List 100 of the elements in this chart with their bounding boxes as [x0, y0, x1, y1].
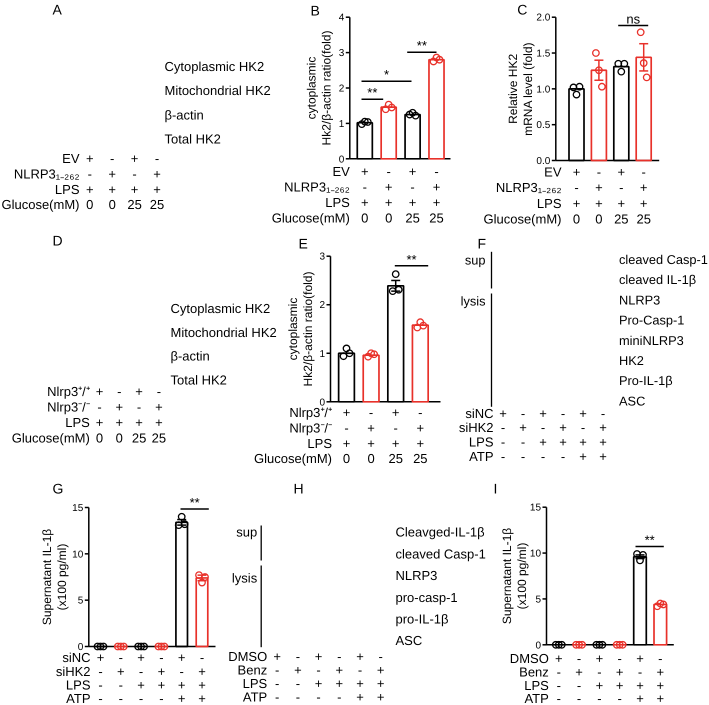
y-axis-title: Supernatant IL-1β (x100 pg/ml): [40, 528, 70, 626]
x-tick-label: + - + -: [596, 651, 604, 705]
x-tick-label: + - + 25: [405, 164, 420, 226]
x-axis-title: EV NLRP3₁₋₂₆₂ LPS Glucose(mM): [483, 164, 562, 226]
x-axis-title: EV NLRP3₁₋₂₆₂ LPS Glucose(mM): [272, 164, 350, 226]
category-label: Cytoplasmic HK2: [170, 301, 270, 316]
x-tick-label: + - + 25: [614, 164, 629, 226]
category-label: cleaved Casp-1: [619, 252, 708, 267]
category-label: cleaved Casp-1: [396, 546, 486, 562]
y-tick-label: 10: [72, 549, 84, 560]
x-tick-label: - + + 0: [384, 164, 392, 226]
category-label: ASC: [619, 393, 646, 408]
category-label: Mitochondrial HK2: [164, 83, 271, 98]
text: A: [52, 2, 62, 18]
annotation: ns: [626, 12, 641, 26]
category-label: HK2: [619, 353, 644, 368]
y-tick-label: 15: [530, 502, 542, 514]
annotation: **: [644, 532, 655, 548]
category-label: Cleavged-IL-1β: [396, 524, 485, 540]
y-tick-label: 3: [319, 252, 326, 263]
x-tick-label: - + + +: [198, 650, 206, 705]
x-tick-label: - + + 0: [595, 164, 603, 226]
annotation: **: [190, 495, 200, 510]
x-tick-label: - + + 25: [413, 405, 428, 466]
x-tick-label: - + - -: [117, 650, 125, 705]
x-tick-label: + - + 0: [342, 405, 350, 466]
x-tick-label: + - + 25: [388, 405, 403, 466]
x-axis-title: siNC siHK2 LPS ATP: [56, 650, 91, 705]
y-axis-title: Relative HK2 mRNA level (fold): [506, 42, 536, 136]
category-label: miniNLRP3: [619, 332, 684, 348]
annotation: **: [367, 85, 378, 100]
category-label: Pro-IL-1β: [619, 373, 673, 388]
chart-title: E: [298, 236, 308, 252]
y-tick-label: 0.5: [536, 120, 551, 132]
text: H: [294, 480, 304, 496]
text: siNC siHK2 LPS ATP: [458, 406, 494, 464]
text: sup: [236, 524, 258, 540]
chart-title: I: [494, 480, 498, 496]
chart-title: B: [310, 2, 320, 18]
category-label: Total HK2: [164, 132, 221, 147]
x-tick-label: + - + -: [137, 650, 145, 705]
y-axis-title: cytoplasmic Hk2/β-actin ratio(fold): [286, 272, 316, 386]
chart-title: G: [52, 480, 64, 496]
text: lysis: [460, 294, 486, 309]
y-tick-label: 5: [535, 594, 542, 606]
category-label: Total HK2: [170, 372, 227, 388]
x-tick-label: + - - -: [555, 651, 563, 705]
category-label: Mitochondrial HK2: [170, 324, 277, 340]
text: DMSO Benz LPS ATP: [228, 648, 268, 705]
y-tick-label: 0: [338, 154, 345, 166]
category-label: cleaved IL-1β: [619, 272, 696, 288]
y-tick-label: 1: [319, 348, 326, 360]
category-label: NLRP3: [396, 568, 438, 584]
y-tick-label: 0: [535, 640, 542, 652]
annotation: **: [416, 38, 427, 54]
y-tick-label: 0.0: [536, 156, 551, 167]
text: D: [52, 232, 63, 248]
x-tick-label: - + + 25: [636, 164, 651, 226]
category-label: NLRP3: [619, 292, 660, 308]
y-tick-label: 1.5: [536, 48, 551, 60]
y-tick-label: 10: [530, 548, 542, 560]
x-tick-label: - + + +: [656, 651, 664, 705]
y-tick-label: 5: [78, 596, 84, 607]
category-label: pro-casp-1: [396, 590, 458, 605]
x-tick-label: + - + +: [636, 651, 644, 705]
x-tick-label: - + + -: [616, 651, 624, 705]
y-tick-label: 3: [338, 48, 345, 60]
category-label: ASC: [396, 633, 422, 648]
category-label: Cytoplasmic HK2: [164, 59, 264, 74]
x-tick-label: + - - -: [96, 650, 104, 705]
y-tick-label: 1.0: [536, 84, 551, 96]
category-label: pro-IL-1β: [396, 612, 448, 626]
x-tick-label: - + + 25: [429, 164, 444, 226]
text: lysis: [232, 570, 258, 586]
text: sup: [464, 252, 486, 268]
category-label: Pro-Casp-1: [619, 312, 684, 328]
y-tick-label: 15: [72, 503, 84, 514]
x-tick-label: + - + 0: [361, 164, 369, 226]
y-axis-title: cytoplasmic Hk2/β-actin ratio(fold): [304, 30, 334, 146]
y-tick-label: 2: [319, 300, 326, 312]
text: F: [478, 236, 486, 252]
annotation: **: [406, 252, 417, 267]
y-tick-label: 2.0: [536, 12, 551, 24]
x-tick-label: + - + +: [178, 650, 186, 705]
y-axis-title: Supernatant IL-1β (x100 pg/ml): [500, 528, 530, 624]
x-tick-label: - + + -: [158, 650, 166, 705]
chart-title: C: [517, 2, 528, 18]
x-tick-label: - + + 0: [367, 405, 375, 466]
text: EV NLRP3₁₋₂₆₂ LPS Glucose(mM): [1, 151, 80, 212]
x-axis-title: DMSO Benz LPS ATP: [510, 651, 550, 705]
category-label: β-actin: [170, 348, 210, 364]
y-tick-label: 1: [338, 118, 345, 130]
x-tick-label: - + - -: [575, 651, 583, 705]
text: Nlrp3⁺/⁺ Nlrp3⁻/⁻ LPS Glucose(mM): [12, 384, 90, 446]
category-label: β-actin: [164, 107, 204, 122]
annotation: *: [384, 67, 390, 82]
y-tick-label: 4: [338, 12, 345, 24]
y-tick-label: 2: [338, 84, 345, 94]
x-tick-label: + - + 0: [572, 164, 580, 226]
y-tick-label: 0: [78, 642, 84, 653]
